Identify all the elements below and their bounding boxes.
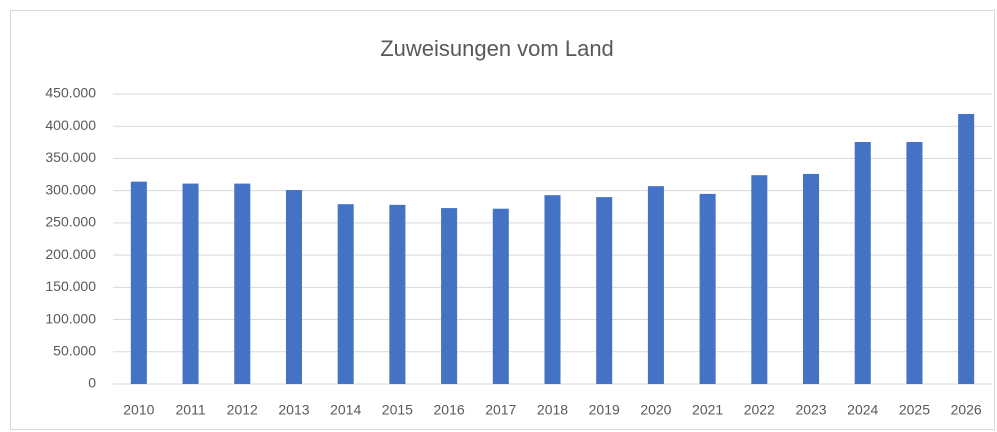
bar: [854, 142, 871, 384]
bar: [234, 183, 251, 384]
bar: [906, 142, 923, 384]
y-tick-label: 300.000: [45, 181, 96, 197]
bar: [441, 208, 458, 384]
x-tick-label: 2026: [951, 402, 982, 418]
bar: [130, 181, 147, 384]
x-tick-label: 2024: [847, 402, 878, 418]
x-tick-label: 2023: [795, 402, 826, 418]
bar: [337, 204, 354, 384]
x-tick-label: 2014: [330, 402, 361, 418]
y-tick-label: 0: [88, 375, 96, 391]
bar: [182, 183, 199, 384]
x-tick-label: 2017: [485, 402, 516, 418]
y-tick-label: 400.000: [45, 117, 96, 133]
y-tick-label: 250.000: [45, 214, 96, 230]
x-tick-label: 2011: [176, 402, 206, 418]
x-tick-label: 2018: [537, 402, 568, 418]
y-tick-label: 200.000: [45, 246, 96, 262]
y-tick-label: 150.000: [45, 278, 96, 294]
x-tick-label: 2019: [589, 402, 620, 418]
bar: [285, 190, 302, 384]
bar: [751, 175, 768, 384]
x-tick-label: 2020: [640, 402, 671, 418]
bar: [803, 173, 820, 384]
bar: [958, 113, 975, 384]
x-tick-label: 2013: [278, 402, 309, 418]
bar: [492, 208, 509, 384]
chart-title: Zuweisungen vom Land: [380, 36, 614, 61]
x-tick-label: 2021: [692, 402, 723, 418]
x-tick-label: 2012: [227, 402, 258, 418]
bar: [389, 204, 406, 384]
bar: [699, 193, 716, 384]
y-tick-label: 100.000: [45, 310, 96, 326]
bar: [596, 197, 613, 384]
bar: [647, 186, 664, 384]
x-tick-label: 2010: [123, 402, 154, 418]
x-tick-label: 2022: [744, 402, 775, 418]
y-tick-label: 50.000: [53, 342, 96, 358]
x-tick-label: 2025: [899, 402, 930, 418]
y-tick-label: 350.000: [45, 149, 96, 165]
y-tick-label: 450.000: [45, 85, 96, 101]
bar: [544, 195, 561, 384]
x-tick-label: 2015: [382, 402, 413, 418]
x-tick-label: 2016: [434, 402, 465, 418]
